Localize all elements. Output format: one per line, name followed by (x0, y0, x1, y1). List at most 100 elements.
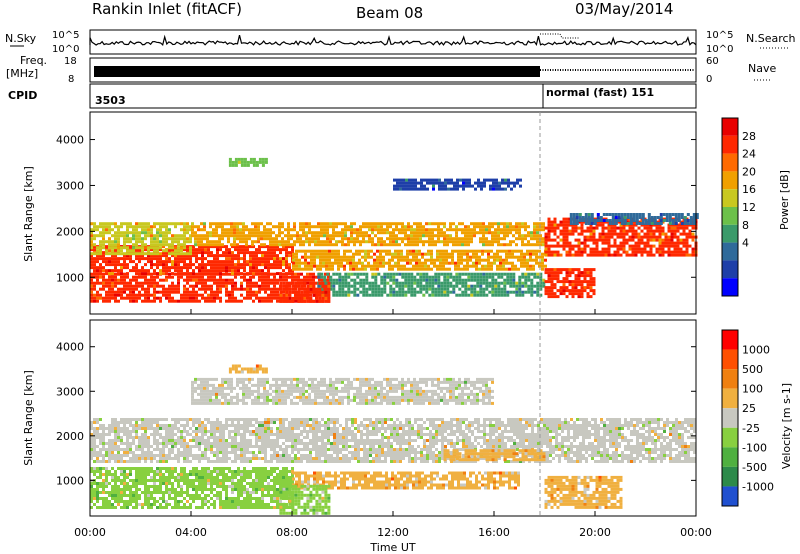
data-cell (141, 266, 144, 270)
data-cell (261, 160, 265, 164)
data-cell (341, 293, 345, 297)
data-cell (200, 222, 203, 226)
data-cell (658, 235, 662, 239)
data-cell (210, 421, 213, 424)
data-cell (114, 269, 117, 273)
data-cell (502, 249, 505, 253)
data-cell (306, 299, 310, 303)
data-cell (423, 184, 426, 188)
data-cell (120, 293, 123, 297)
data-cell (291, 245, 294, 249)
data-cell (518, 237, 521, 241)
data-cell (385, 249, 388, 253)
data-cell (337, 261, 340, 265)
data-cell (105, 260, 108, 264)
data-cell (108, 222, 111, 226)
data-cell (497, 293, 501, 297)
data-cell (234, 263, 237, 267)
data-cell (559, 280, 563, 284)
data-cell (186, 252, 189, 256)
data-cell (267, 418, 270, 421)
data-cell (165, 263, 168, 267)
data-band-11 (228, 157, 268, 167)
data-cell (282, 281, 286, 285)
data-cell (661, 244, 665, 248)
data-cell (514, 249, 517, 253)
data-cell (276, 260, 279, 264)
data-cell (90, 442, 93, 445)
data-cell (147, 222, 150, 226)
data-cell (440, 272, 444, 276)
data-cell (129, 445, 132, 448)
data-cell (506, 290, 510, 294)
data-cell (117, 436, 120, 439)
data-cell (132, 269, 135, 273)
data-cell (300, 281, 304, 285)
data-cell (661, 220, 665, 224)
data-cell (222, 448, 225, 451)
data-cell (99, 269, 102, 273)
data-cell (156, 421, 159, 424)
data-cell (327, 296, 331, 300)
data-cell (255, 284, 258, 288)
data-cell (300, 293, 304, 297)
data-cell (210, 296, 213, 300)
data-cell (527, 234, 530, 238)
data-cell (664, 241, 668, 245)
data-cell (319, 267, 322, 271)
data-cell (347, 287, 351, 291)
data-cell (269, 243, 272, 247)
data-cell (233, 234, 236, 238)
data-cell (312, 284, 316, 288)
data-cell (362, 287, 366, 291)
data-cell (90, 457, 93, 460)
data-cell (105, 460, 108, 463)
data-cell (601, 247, 605, 251)
data-cell (228, 296, 231, 300)
data-cell (174, 299, 177, 303)
data-cell (123, 290, 126, 294)
data-cell (299, 234, 302, 238)
data-cell (461, 222, 464, 226)
data-cell (105, 222, 108, 226)
data-cell (234, 424, 237, 427)
data-cell (512, 290, 516, 294)
data-cell (671, 213, 675, 216)
station-title: Rankin Inlet (fitACF) (92, 0, 242, 18)
data-cell (216, 266, 219, 270)
data-cell (367, 255, 370, 259)
data-cell (168, 457, 171, 460)
data-cell (434, 290, 438, 294)
data-cell (422, 272, 426, 276)
data-cell (667, 241, 671, 245)
data-cell (565, 223, 569, 227)
data-cell (231, 460, 234, 463)
data-cell (216, 260, 219, 264)
data-cell (482, 275, 486, 279)
data-cell (248, 237, 251, 241)
data-cell (266, 222, 269, 226)
data-cell (102, 448, 105, 451)
data-cell (126, 266, 129, 270)
data-cell (138, 296, 141, 300)
data-cell (368, 240, 371, 244)
data-cell (168, 442, 171, 445)
data-cell (219, 275, 222, 279)
data-cell (252, 433, 255, 436)
data-cell (395, 284, 399, 288)
data-cell (228, 272, 231, 276)
data-cell (565, 226, 569, 230)
data-cell (198, 460, 201, 463)
data-cell (574, 289, 578, 293)
data-cell (281, 243, 284, 247)
data-cell (477, 181, 480, 185)
data-cell (655, 247, 659, 251)
data-cell (362, 237, 365, 241)
data-cell (251, 228, 254, 232)
data-cell (195, 248, 198, 252)
data-cell (270, 251, 273, 255)
data-cell (512, 240, 515, 244)
data-cell (93, 281, 96, 285)
data-cell (483, 178, 486, 182)
data-cell (544, 247, 548, 251)
